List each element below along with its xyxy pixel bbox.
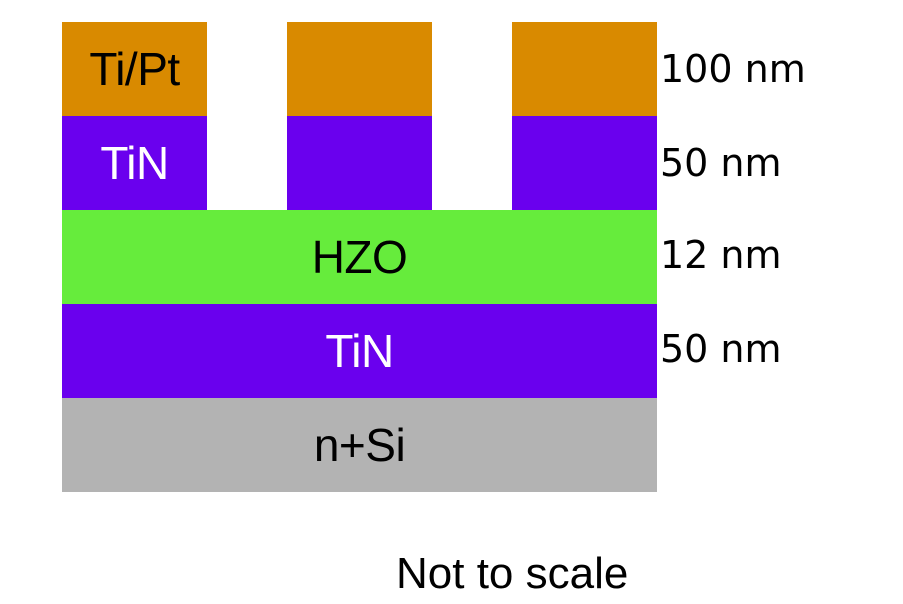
tin-top-pillar-right <box>512 116 657 210</box>
tin-top-thickness-label: 50 nm <box>660 141 782 185</box>
n-si-label: n+Si <box>313 419 406 471</box>
n-si-substrate: n+Si <box>62 398 657 492</box>
hzo-layer: HZO <box>62 210 657 304</box>
tin-top-pillar-middle <box>287 116 432 210</box>
tin-top-pillar-left: TiN <box>62 116 207 210</box>
not-to-scale-caption: Not to scale <box>396 549 629 598</box>
hzo-thickness-label: 12 nm <box>660 233 782 277</box>
tin-bottom-layer: TiN <box>62 304 657 398</box>
hzo-label: HZO <box>311 231 408 283</box>
tin-top-label: TiN <box>100 137 169 189</box>
ti-pt-thickness-label: 100 nm <box>660 47 806 91</box>
tin-bottom-thickness-label: 50 nm <box>660 327 782 371</box>
tin-bottom-label: TiN <box>325 325 394 377</box>
ti-pt-pillar-right <box>512 22 657 116</box>
ti-pt-pillar-middle <box>287 22 432 116</box>
ti-pt-label: Ti/Pt <box>89 43 180 95</box>
ti-pt-pillar-left: Ti/Pt <box>62 22 207 116</box>
